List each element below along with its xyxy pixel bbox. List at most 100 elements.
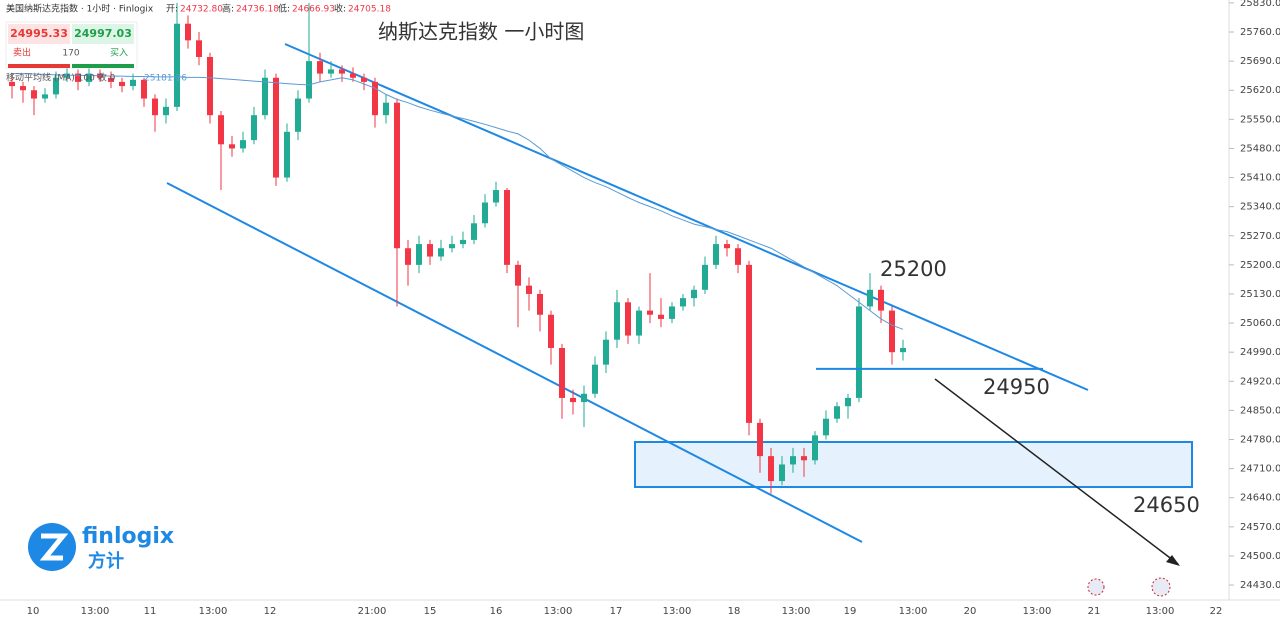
candle-body [339, 69, 345, 74]
low-label: 低: [278, 3, 290, 15]
candle-body [427, 244, 433, 257]
chart-title: 纳斯达克指数 一小时图 [378, 20, 584, 44]
candle-body [658, 314, 664, 319]
x-tick-label: 13:00 [1146, 606, 1175, 617]
open-label: 开: [166, 4, 178, 15]
candle-body [790, 456, 796, 465]
candle-body [878, 289, 884, 311]
close-label: 收: [334, 3, 346, 15]
candle-body [361, 77, 367, 82]
candle-body [262, 77, 268, 116]
plot-area [9, 2, 906, 494]
candle-body [372, 81, 378, 116]
x-tick-label: 17 [610, 606, 623, 617]
candle-body [779, 464, 785, 482]
candle-body [207, 56, 213, 116]
buy-button[interactable]: 买入 [110, 48, 128, 59]
close-value: 24705.18 [348, 5, 391, 15]
y-tick-label: 24570.00 [1240, 522, 1280, 533]
buy-bg[interactable] [72, 24, 134, 44]
candle-body [9, 81, 15, 87]
x-tick-label: 22 [1210, 606, 1223, 617]
flag-icon [1087, 578, 1105, 596]
y-tick-label: 24500.00 [1240, 551, 1280, 562]
x-tick-label: 19 [844, 606, 857, 617]
candle-body [636, 310, 642, 336]
upper-trendline [284, 43, 1089, 391]
candle-body [119, 81, 125, 87]
candle-body [328, 69, 334, 74]
candle-body [735, 248, 741, 265]
x-tick-label: 12 [264, 606, 277, 617]
candle-body [130, 79, 136, 87]
candle-body [383, 102, 389, 116]
x-tick-label: 15 [424, 606, 437, 617]
flags [1087, 577, 1171, 597]
candle-body [515, 264, 521, 286]
candle-body [702, 264, 708, 290]
x-tick-label: 13:00 [544, 606, 573, 617]
ma-legend-value: 25181.26 [144, 74, 187, 84]
level-label: 24950 [983, 375, 1050, 399]
y-tick-label: 25060.00 [1240, 318, 1280, 329]
candle-body [647, 310, 653, 315]
candle-body [581, 393, 587, 403]
candle-body [823, 418, 829, 436]
y-tick-label: 24430.00 [1240, 580, 1280, 591]
sell-price[interactable]: 24995.33 [10, 27, 68, 40]
candle-body [834, 406, 840, 419]
candle-body [317, 61, 323, 74]
candle-body [570, 397, 576, 403]
y-tick-label: 25130.00 [1240, 289, 1280, 300]
candle-body [196, 40, 202, 57]
logo-z [39, 533, 69, 561]
candle-body [449, 244, 455, 249]
candle-body [757, 422, 763, 457]
candle-body [174, 23, 180, 107]
x-tick-label: 11 [144, 606, 157, 617]
candle-body [295, 98, 301, 132]
candle-body [53, 77, 59, 95]
x-tick-label: 13:00 [663, 606, 692, 617]
candle-body [273, 77, 279, 178]
candle-body [614, 302, 620, 340]
spread: 170 [62, 49, 79, 59]
candle-body [75, 73, 81, 82]
candle-body [42, 94, 48, 99]
buy-price[interactable]: 24997.03 [74, 27, 132, 40]
y-tick-label: 25480.00 [1240, 143, 1280, 154]
candle-body [185, 23, 191, 41]
candle-body [768, 456, 774, 482]
buy-bar [72, 64, 134, 68]
candle-body [680, 298, 686, 307]
candle-body [812, 435, 818, 461]
candle-body [218, 115, 224, 145]
candle-body [691, 289, 697, 299]
candle-body [845, 397, 851, 407]
candle-body [537, 293, 543, 315]
candle-body [31, 90, 37, 99]
ma-legend: 移动平均线 (MA) 100 收 0 [6, 72, 116, 84]
x-tick-label: 18 [728, 606, 741, 617]
forecast-arrow [934, 378, 1179, 565]
candle-body [603, 339, 609, 365]
sell-bg[interactable] [8, 24, 70, 44]
y-tick-label: 25270.00 [1240, 231, 1280, 242]
candle-body [526, 285, 532, 294]
candle-body [152, 98, 158, 116]
x-tick-label: 13:00 [1023, 606, 1052, 617]
level-label: 24650 [1133, 493, 1200, 517]
x-tick-label: 16 [490, 606, 503, 617]
y-tick-label: 25690.00 [1240, 56, 1280, 67]
candle-body [482, 202, 488, 224]
x-tick-label: 13:00 [899, 606, 928, 617]
y-tick-label: 25410.00 [1240, 173, 1280, 184]
y-tick-label: 24780.00 [1240, 435, 1280, 446]
candle-body [548, 314, 554, 349]
y-tick-label: 25760.00 [1240, 27, 1280, 38]
y-tick-label: 25620.00 [1240, 85, 1280, 96]
candle-body [240, 140, 246, 149]
sell-button[interactable]: 卖出 [13, 47, 31, 59]
candle-body [900, 348, 906, 353]
